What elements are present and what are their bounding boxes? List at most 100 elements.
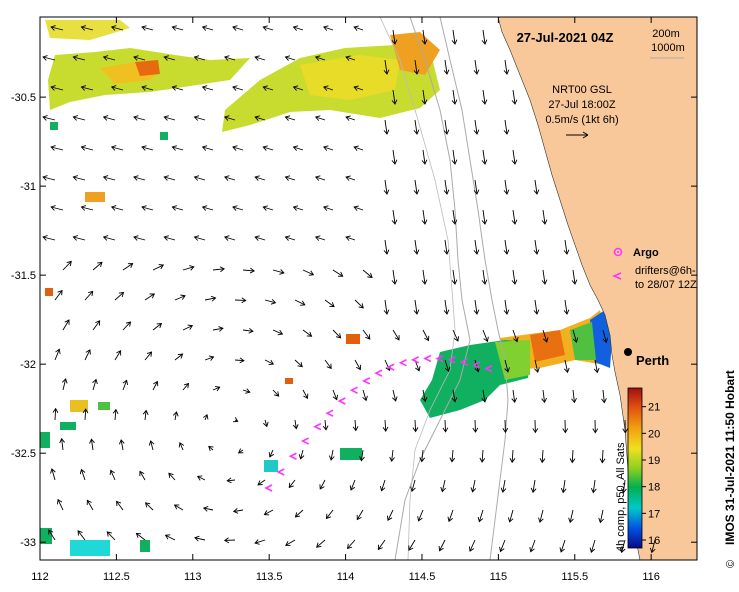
current-arrow xyxy=(120,439,124,451)
current-arrow-head xyxy=(451,279,458,285)
current-arrow-head xyxy=(77,530,83,536)
current-arrow-head xyxy=(72,235,78,241)
current-arrow-head xyxy=(572,337,579,343)
sst-spot-2 xyxy=(346,334,360,344)
current-arrow-head xyxy=(50,25,56,31)
current-arrow xyxy=(288,479,296,488)
current-arrow xyxy=(564,239,568,255)
current-arrow-head xyxy=(72,55,78,61)
colorbar-tick-label: 16 xyxy=(648,535,660,547)
current-arrow-head xyxy=(48,529,54,535)
current-arrow xyxy=(202,146,214,151)
current-arrow-head xyxy=(503,189,510,195)
current-arrow-head xyxy=(504,367,510,373)
current-arrow-head xyxy=(589,547,596,553)
current-arrow xyxy=(444,359,450,372)
current-arrow-head xyxy=(148,440,155,446)
current-arrow xyxy=(509,509,514,522)
current-arrow xyxy=(122,380,128,391)
current-arrow xyxy=(360,449,364,461)
current-arrow xyxy=(224,236,236,241)
current-arrow xyxy=(422,89,426,105)
sst-patch-top-left xyxy=(45,20,130,40)
current-arrow-head xyxy=(50,205,56,211)
current-arrow xyxy=(233,509,244,512)
current-arrow-head xyxy=(319,484,325,490)
drifter-marker xyxy=(484,364,493,373)
current-arrow xyxy=(482,89,486,105)
current-arrow xyxy=(293,146,304,151)
current-arrow xyxy=(452,209,456,225)
current-arrow-head xyxy=(421,159,428,165)
current-arrow xyxy=(444,59,448,75)
current-arrow-head xyxy=(314,115,321,121)
current-arrow-head xyxy=(294,512,301,518)
current-arrow-head xyxy=(178,441,185,448)
current-arrow xyxy=(48,529,56,541)
current-arrow-head xyxy=(560,487,567,494)
current-arrow-head xyxy=(80,25,87,31)
current-arrow xyxy=(51,468,56,481)
current-arrow-head xyxy=(444,366,451,373)
current-arrow xyxy=(144,410,147,421)
current-arrow xyxy=(534,179,538,195)
current-arrow-head xyxy=(292,205,299,211)
x-tick-label: 115 xyxy=(490,571,508,583)
sst-spot-6 xyxy=(340,448,362,460)
current-arrow xyxy=(204,297,216,301)
current-arrow-head xyxy=(50,85,56,91)
current-arrow-head xyxy=(503,249,510,255)
current-arrow-head xyxy=(232,205,238,211)
current-arrow-head xyxy=(503,129,510,135)
current-arrow-head xyxy=(109,469,115,475)
current-arrow xyxy=(500,539,506,552)
current-arrow-head xyxy=(477,516,484,523)
colorbar-tick-label: 21 xyxy=(648,402,660,414)
current-arrow-head xyxy=(345,115,351,121)
current-arrow xyxy=(512,209,516,225)
sst-spot-13 xyxy=(160,132,168,140)
current-arrow-head xyxy=(419,457,426,463)
y-tick-label: -31.5 xyxy=(11,270,36,282)
current-arrow-head xyxy=(538,517,544,523)
colorbar-tick-label: 20 xyxy=(648,428,660,440)
current-arrow xyxy=(103,56,116,61)
current-arrow-head xyxy=(335,333,342,339)
current-arrow-head xyxy=(383,189,390,195)
current-arrow xyxy=(353,206,364,211)
current-legend-time: 27-Jul 18:00Z xyxy=(548,99,616,111)
current-arrow xyxy=(51,206,64,211)
current-arrow xyxy=(444,179,448,195)
current-arrow xyxy=(285,236,296,241)
current-arrow xyxy=(594,359,598,373)
current-arrow xyxy=(345,56,356,61)
current-arrow xyxy=(208,446,214,451)
current-arrow-head xyxy=(541,397,547,404)
current-arrow-head xyxy=(451,99,458,105)
current-arrow-head xyxy=(571,398,577,404)
current-arrow-head xyxy=(171,205,177,211)
current-arrow xyxy=(194,56,206,61)
current-arrow xyxy=(392,89,396,105)
sst-spot-8 xyxy=(70,540,110,556)
current-arrow-head xyxy=(440,486,446,493)
current-arrow xyxy=(300,449,304,459)
current-arrow-head xyxy=(513,336,519,343)
current-arrow-head xyxy=(410,486,416,493)
current-arrow-head xyxy=(232,85,238,91)
current-arrow-head xyxy=(479,457,486,463)
current-arrow xyxy=(114,350,121,361)
current-arrow xyxy=(512,269,516,285)
current-arrow xyxy=(354,419,357,431)
current-arrow-head xyxy=(391,159,398,165)
current-arrow xyxy=(302,269,314,276)
current-arrow xyxy=(194,236,206,241)
current-arrow-head xyxy=(164,534,171,540)
current-arrow-head xyxy=(262,205,268,211)
current-arrow-head xyxy=(563,249,570,255)
current-arrow xyxy=(164,176,176,181)
current-arrow xyxy=(452,29,456,45)
current-arrow xyxy=(141,146,154,151)
current-arrow-head xyxy=(308,270,315,276)
